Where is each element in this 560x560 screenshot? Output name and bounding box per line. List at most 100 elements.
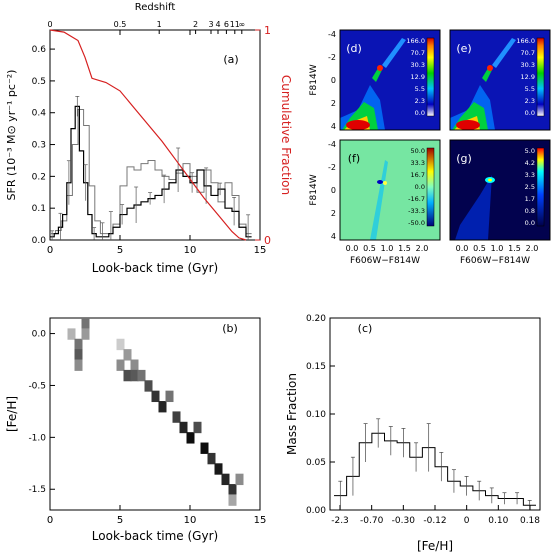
- y-tick-label: 0.4: [32, 109, 47, 119]
- heat-cell: [207, 452, 216, 465]
- x-tick-label: 15: [254, 245, 267, 256]
- colorbar-label: 0.0: [415, 183, 425, 191]
- y-tick-label: 0.0: [32, 330, 47, 340]
- heat-cell: [123, 349, 132, 361]
- y-tick-label: 4: [331, 122, 336, 131]
- colorbar-label: 70.7: [411, 49, 425, 57]
- chi-core: [488, 178, 492, 182]
- colorbar-label: 30.3: [521, 61, 535, 69]
- x-tick-label: 1.5: [398, 244, 411, 253]
- mass-fraction-line: [334, 432, 536, 506]
- x-tick-label: 1.0: [491, 244, 504, 253]
- cmd-frame: [339, 29, 441, 131]
- x-tick-label: -0.12: [423, 516, 446, 526]
- y-tick-label: -0.5: [28, 381, 46, 391]
- heat-cell: [151, 390, 160, 403]
- colorbar-label: 0.0: [415, 109, 425, 117]
- y-tick-label: 0.05: [306, 458, 326, 468]
- cmd-frame: [339, 139, 441, 241]
- redshift-tick-label: 1: [157, 20, 162, 29]
- y-tick-label: 2: [331, 99, 336, 108]
- y-tick-label: 0.20: [306, 314, 326, 324]
- colorbar-label: -16.7: [408, 195, 425, 203]
- heat-cell: [200, 442, 209, 454]
- colorbar-label: 50.0: [411, 147, 425, 155]
- y-tick-label: 0.0: [32, 236, 47, 246]
- x-tick-label: 5: [117, 245, 123, 256]
- colorbar-label: 0.0: [525, 219, 535, 227]
- x-tick-label: 0.0: [456, 244, 469, 253]
- panel-a-label: (a): [223, 53, 238, 66]
- redshift-tick-label: 6: [224, 20, 229, 29]
- y-tick-label: 0.1: [32, 204, 46, 214]
- panel-label: (f): [348, 152, 360, 165]
- x-tick-label: 15: [254, 515, 267, 526]
- panel-g: 5.0 4.2 3.3 2.5 1.7 0.8 0.0 (g) 0.0 0.5 1.0 1.5 2.0 F…: [449, 139, 551, 266]
- y-tick-label: 0.3: [32, 141, 46, 151]
- colorbar-label: -33.3: [408, 207, 425, 215]
- x-tick-label: 0: [47, 515, 53, 526]
- colorbar-label: 1.7: [525, 195, 535, 203]
- heat-cell: [81, 318, 90, 330]
- x-tick-label: -0.30: [392, 516, 416, 526]
- cmd-xlabel: F606W−F814W: [460, 256, 530, 266]
- panel-c-frame: [329, 317, 541, 511]
- panel-a-top-xlabel: Redshift: [135, 2, 176, 13]
- x-tick-label: 1.5: [508, 244, 521, 253]
- colorbar-label: 4.2: [525, 159, 535, 167]
- panel-c-xlabel: [Fe/H]: [417, 539, 453, 553]
- heat-cell: [123, 369, 132, 382]
- cmd-ylabel: F814W: [309, 64, 319, 95]
- heat-cell: [81, 328, 90, 340]
- panel-a-xlabel: Look-back time (Gyr): [92, 261, 218, 275]
- x-tick-label: 0.10: [488, 516, 508, 526]
- cmd-xlabel: F606W−F814W: [350, 256, 420, 266]
- resid-feature: [370, 160, 388, 240]
- heat-cell: [74, 349, 83, 361]
- heat-cell: [144, 380, 153, 392]
- colorbar-label: 5.5: [525, 85, 535, 93]
- colorbar-label: 5.5: [415, 85, 425, 93]
- cmd-rgb-branch: [492, 38, 516, 68]
- colorbar-label: 16.7: [411, 171, 425, 179]
- colorbar: [536, 147, 545, 227]
- colorbar-label: 166.0: [406, 37, 425, 45]
- x-tick-label: 0: [47, 245, 53, 256]
- heat-cell: [116, 359, 125, 371]
- panel-a-frame: [49, 29, 261, 241]
- y-tick-label: -2: [328, 53, 336, 62]
- cmd-clump-peak: [487, 65, 493, 71]
- colorbar-label: 0.8: [525, 207, 535, 215]
- colorbar-label: 2.5: [525, 183, 535, 191]
- colorbar-label: 12.9: [521, 73, 535, 81]
- heat-cell: [74, 338, 83, 351]
- colorbar: [426, 37, 435, 117]
- x-tick-label: -0.70: [360, 516, 384, 526]
- y-tick-label: 0.5: [32, 77, 46, 87]
- colorbar-label: -50.0: [408, 219, 425, 227]
- cmd-density-peak: [456, 120, 480, 130]
- x-tick-label: 2.0: [526, 244, 539, 253]
- y-tick-label: 2: [331, 209, 336, 218]
- panel-label: (g): [456, 152, 472, 165]
- y-tick-label: 0.15: [306, 362, 326, 372]
- panel-c: -2.3 -0.70 -0.30 -0.12 0 0.10 0.18 0.00 0.05 0.10…: [285, 314, 541, 553]
- heat-cell: [235, 473, 244, 486]
- panel-c-label: (c): [358, 322, 373, 335]
- y-tick-label: 0: [331, 186, 336, 195]
- colorbar-label: 2.3: [525, 97, 535, 105]
- x-tick-label: 10: [184, 245, 197, 256]
- x-tick-label: 0: [464, 516, 470, 526]
- x-tick-label: 0.18: [520, 516, 540, 526]
- panel-b-label: (b): [222, 322, 238, 335]
- cmd-frame: [449, 29, 551, 131]
- cmd-rgb-branch: [382, 38, 406, 68]
- y-tick-label: 0: [331, 76, 336, 85]
- heat-cell: [228, 484, 237, 496]
- panel-b-ylabel: [Fe/H]: [5, 396, 19, 432]
- panel-b-xlabel: Look-back time (Gyr): [92, 529, 218, 543]
- resid-peak: [383, 181, 387, 185]
- panel-e: 166.0 70.7 30.3 12.9 5.5 2.3 0.0 (e): [449, 29, 551, 131]
